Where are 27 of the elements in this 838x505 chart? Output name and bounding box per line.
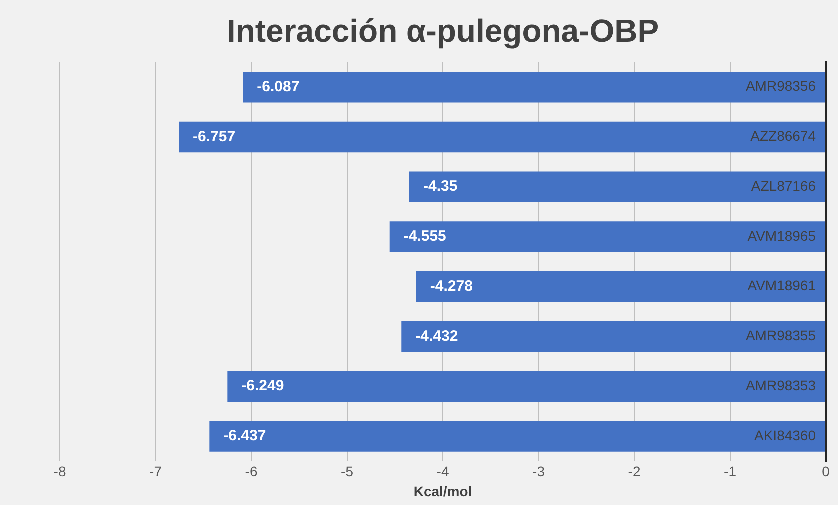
- x-tick-label: -7: [150, 464, 162, 480]
- data-label: -6.087: [257, 78, 300, 96]
- y-tick-label: AVM18965: [748, 228, 816, 244]
- chart-title: Interacción α-pulegona-OBP: [226, 13, 660, 50]
- x-tick-label: -4: [436, 464, 450, 480]
- x-tick-label: -1: [724, 464, 737, 480]
- x-tick-label: -5: [341, 464, 354, 480]
- y-tick-label: AMR98355: [746, 328, 816, 344]
- y-tick-label: AVM18961: [748, 278, 816, 294]
- x-axis-title: Kcal/mol: [414, 483, 472, 500]
- data-label: -4.432: [416, 328, 458, 345]
- x-tick-label: -8: [54, 464, 66, 480]
- x-tick-label: 0: [822, 464, 830, 480]
- y-tick-label: AKI84360: [754, 427, 816, 444]
- data-label: -6.249: [242, 378, 284, 395]
- y-tick-label: AMR98356: [746, 78, 816, 94]
- data-label: -4.35: [423, 178, 458, 196]
- data-label: -4.555: [404, 228, 446, 246]
- data-label: -4.278: [430, 278, 473, 295]
- x-tick-label: -6: [245, 464, 258, 480]
- y-tick-label: AZZ86674: [750, 128, 816, 144]
- data-label: -6.757: [193, 128, 236, 146]
- y-tick-label: AMR98353: [746, 377, 816, 394]
- x-tick-label: -2: [628, 464, 641, 480]
- y-tick-label: AZL87166: [751, 178, 816, 194]
- x-tick-label: -3: [532, 464, 546, 480]
- data-label: -6.437: [224, 428, 266, 445]
